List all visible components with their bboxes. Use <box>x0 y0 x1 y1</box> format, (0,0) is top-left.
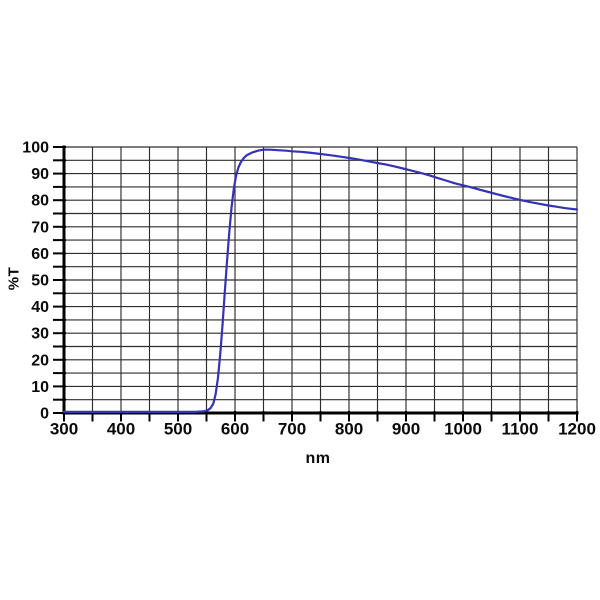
y-tick-label: 0 <box>40 406 49 423</box>
y-tick-label: 40 <box>31 299 49 316</box>
y-tick-label: 60 <box>31 246 49 263</box>
x-tick-label: 500 <box>164 420 192 439</box>
y-tick-label: 70 <box>31 219 49 236</box>
x-tick-label: 300 <box>50 420 78 439</box>
tick-marks <box>53 146 578 422</box>
gridlines <box>64 146 578 413</box>
y-tick-label: 90 <box>31 166 49 183</box>
x-axis-title: nm <box>305 450 331 467</box>
x-tick-label: 800 <box>335 420 363 439</box>
tick-labels: 0 10 20 30 40 50 60 70 80 90 100 300 400 500 600 700 800… <box>22 140 596 439</box>
y-axis-title: %T <box>5 266 23 291</box>
x-tick-label: 700 <box>278 420 306 439</box>
x-tick-label: 600 <box>221 420 249 439</box>
transmission-curve <box>62 148 579 413</box>
x-tick-label: 1000 <box>444 420 482 439</box>
y-tick-label: 50 <box>31 273 49 290</box>
y-tick-label: 10 <box>31 379 49 396</box>
x-tick-label: 1200 <box>558 420 596 439</box>
x-tick-label: 400 <box>107 420 135 439</box>
y-tick-label: 20 <box>31 352 49 369</box>
x-tick-label: 1100 <box>502 420 539 439</box>
x-tick-label: 900 <box>392 420 420 439</box>
y-tick-label: 100 <box>22 140 49 157</box>
y-tick-label: 30 <box>31 326 49 343</box>
y-tick-label: 80 <box>31 193 49 210</box>
